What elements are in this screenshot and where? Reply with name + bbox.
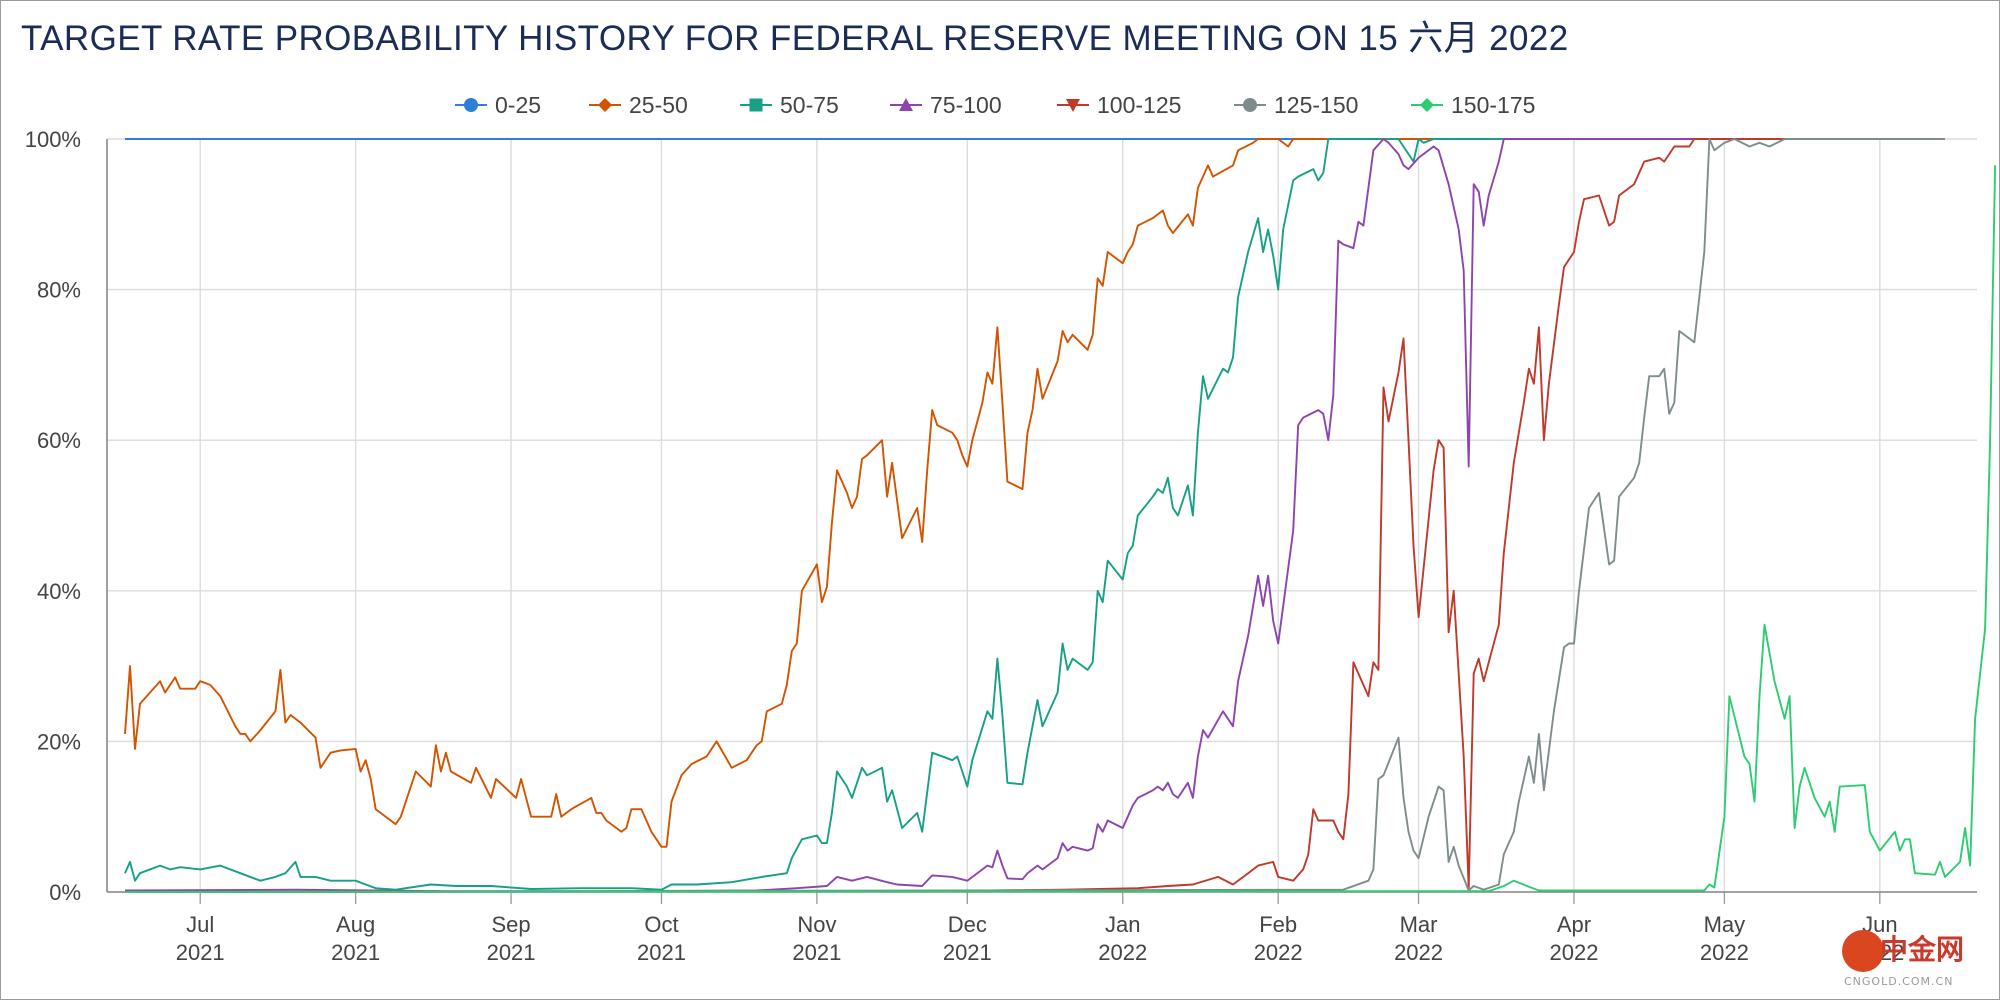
x-tick-label-year: 2022 (1700, 940, 1749, 965)
legend-label: 0-25 (495, 91, 542, 118)
x-tick-label-month: Apr (1557, 912, 1591, 937)
legend-marker-triangle-down-icon (1057, 99, 1089, 112)
legend-marker-square-icon (740, 98, 772, 112)
legend-marker-diamond-icon (1411, 98, 1443, 112)
y-tick-label: 100% (25, 127, 81, 152)
x-tick-label-month: Jul (186, 912, 214, 937)
legend-item-150-175[interactable]: 150-175 (1411, 88, 1535, 122)
legend: 0-25 25-50 50-75 75-100 100-125 125-150 150-17… (0, 88, 2000, 122)
x-tick-label-month: Dec (948, 912, 987, 937)
chart-title: TARGET RATE PROBABILITY HISTORY FOR FEDE… (21, 19, 1569, 58)
legend-label: 100-125 (1097, 91, 1182, 118)
legend-item-50-75[interactable]: 50-75 (740, 88, 839, 122)
y-tick-label: 80% (37, 278, 81, 303)
series-lines (124, 138, 1997, 893)
series-line-75-100 (124, 138, 1945, 893)
series-line-100-125 (124, 138, 1945, 893)
y-tick-label: 60% (37, 428, 81, 453)
x-tick-label-year: 2021 (331, 940, 380, 965)
legend-item-125-150[interactable]: 125-150 (1234, 88, 1358, 122)
legend-item-0-25[interactable]: 0-25 (455, 88, 541, 122)
legend-label: 150-175 (1451, 91, 1536, 118)
x-tick-label-year: 2021 (176, 940, 225, 965)
logo-text: 中金网 (1880, 933, 1965, 966)
x-tick-label-year: 2021 (792, 940, 841, 965)
legend-label: 50-75 (780, 91, 839, 118)
x-tick-label-year: 2021 (637, 940, 686, 965)
axes: 0% 20% 40% 60% 80% 100% Jul 2021 Aug 2021 Sep 2021 O… (25, 127, 1977, 965)
logo-subtext: CNGOLD.COM.CN (1844, 975, 1954, 988)
legend-label: 125-150 (1274, 91, 1359, 118)
x-tick-label-month: Mar (1400, 912, 1438, 937)
legend-label: 75-100 (930, 91, 1002, 118)
y-tick-label: 20% (37, 729, 81, 754)
legend-label: 25-50 (629, 91, 688, 118)
y-tick-label: 0% (49, 880, 81, 905)
legend-item-75-100[interactable]: 75-100 (890, 88, 1002, 122)
series-line-125-150 (124, 138, 1945, 893)
series-line-50-75 (124, 138, 1945, 891)
x-tick-label-month: Oct (644, 912, 678, 937)
x-tick-label-month: Aug (336, 912, 375, 937)
series-line-25-50 (124, 138, 1945, 848)
x-tick-label-month: Jan (1105, 912, 1140, 937)
x-tick-label-month: Feb (1259, 912, 1297, 937)
legend-marker-circle-icon (1234, 98, 1266, 112)
legend-marker-diamond-icon (589, 98, 621, 112)
legend-item-100-125[interactable]: 100-125 (1057, 88, 1181, 122)
x-tick-label-month: May (1704, 912, 1746, 937)
x-tick-label-month: Nov (797, 912, 836, 937)
x-tick-label-year: 2021 (943, 940, 992, 965)
legend-marker-circle-icon (455, 98, 487, 112)
x-tick-label-year: 2021 (487, 940, 536, 965)
x-tick-label-year: 2022 (1098, 940, 1147, 965)
x-tick-label-year: 2022 (1550, 940, 1599, 965)
legend-item-25-50[interactable]: 25-50 (589, 88, 688, 122)
x-tick-label-year: 2022 (1254, 940, 1303, 965)
gridlines (107, 138, 1977, 893)
logo-icon (1842, 930, 1884, 972)
legend-marker-triangle-icon (890, 98, 922, 111)
y-tick-label: 40% (37, 579, 81, 604)
x-tick-label-year: 2022 (1394, 940, 1443, 965)
x-tick-label-month: Sep (491, 912, 530, 937)
series-line-150-175 (124, 165, 1997, 893)
